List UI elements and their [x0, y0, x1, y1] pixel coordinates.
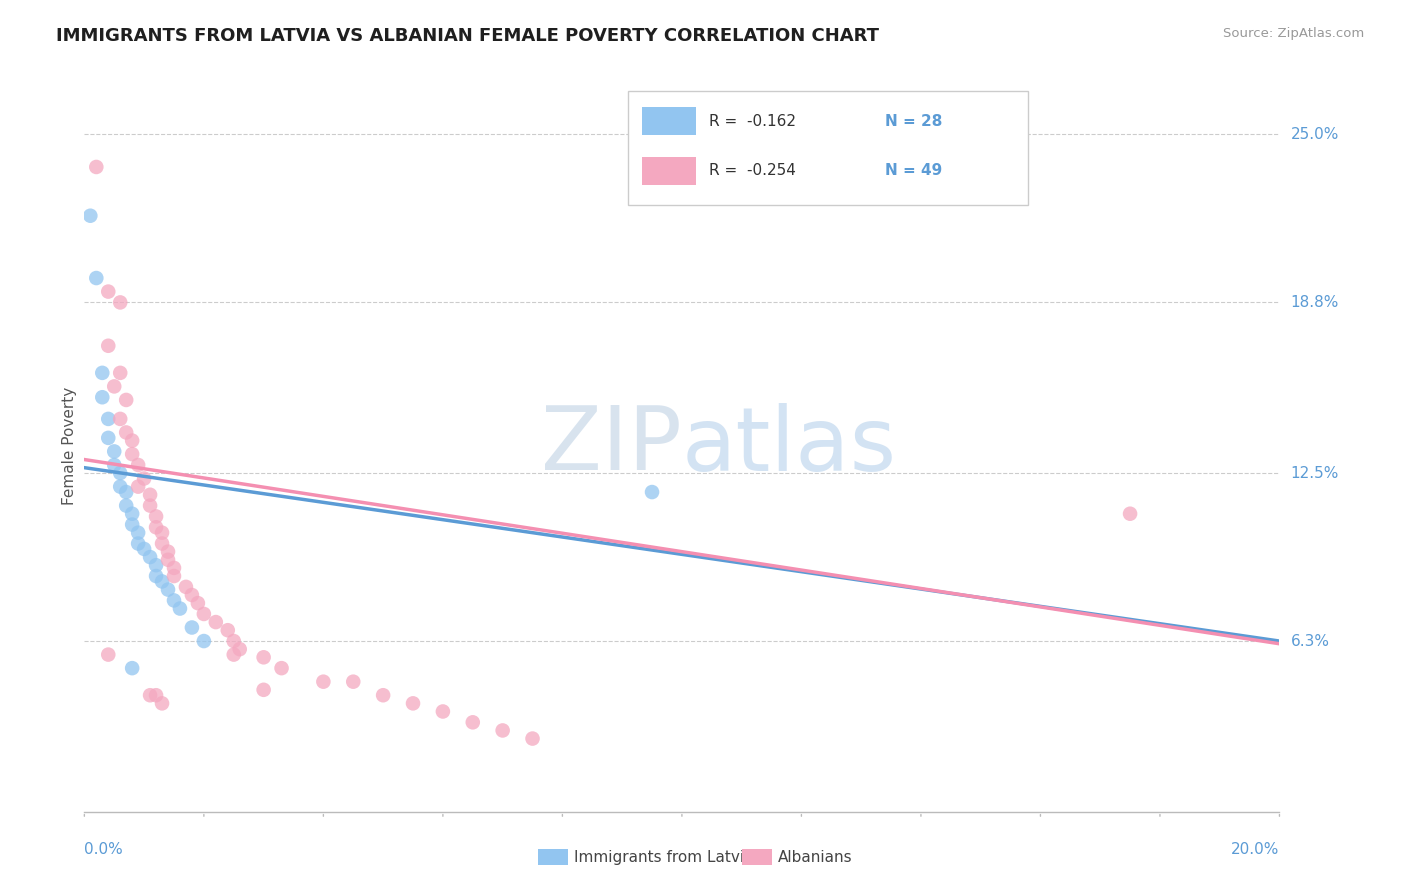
Point — [145, 569, 167, 583]
Text: ZIP: ZIP — [541, 402, 682, 490]
Point — [127, 536, 149, 550]
Point — [139, 550, 162, 565]
Point — [193, 634, 215, 648]
Point — [270, 661, 292, 675]
Point — [187, 596, 209, 610]
Point — [121, 434, 143, 448]
Point — [217, 624, 239, 638]
Text: 12.5%: 12.5% — [1291, 466, 1339, 481]
Point — [97, 431, 120, 445]
Text: R =  -0.254: R = -0.254 — [710, 163, 796, 178]
FancyBboxPatch shape — [538, 849, 568, 865]
Text: 25.0%: 25.0% — [1291, 127, 1339, 142]
Point — [139, 688, 162, 702]
Text: IMMIGRANTS FROM LATVIA VS ALBANIAN FEMALE POVERTY CORRELATION CHART: IMMIGRANTS FROM LATVIA VS ALBANIAN FEMAL… — [56, 27, 879, 45]
Point — [169, 601, 191, 615]
FancyBboxPatch shape — [643, 107, 696, 136]
Point — [110, 366, 132, 380]
Point — [373, 688, 395, 702]
Point — [181, 588, 204, 602]
Point — [115, 499, 138, 513]
Point — [97, 285, 120, 299]
Point — [522, 731, 544, 746]
Point — [103, 379, 125, 393]
Point — [163, 569, 186, 583]
Point — [163, 593, 186, 607]
Point — [157, 582, 180, 597]
Point — [132, 541, 156, 556]
Text: N = 49: N = 49 — [886, 163, 942, 178]
Point — [157, 553, 180, 567]
Point — [145, 688, 167, 702]
Point — [228, 642, 252, 657]
Point — [145, 558, 167, 573]
Point — [139, 488, 162, 502]
FancyBboxPatch shape — [628, 91, 1029, 204]
Point — [121, 447, 143, 461]
Text: Immigrants from Latvia: Immigrants from Latvia — [575, 849, 754, 864]
Point — [163, 561, 186, 575]
Text: 0.0%: 0.0% — [84, 842, 124, 857]
Text: R =  -0.162: R = -0.162 — [710, 114, 796, 128]
Point — [103, 458, 125, 472]
Point — [641, 485, 664, 500]
Point — [115, 425, 138, 440]
Point — [115, 485, 138, 500]
Point — [115, 392, 138, 407]
Point — [127, 480, 149, 494]
Text: atlas: atlas — [682, 402, 897, 490]
Point — [342, 674, 364, 689]
Point — [432, 705, 454, 719]
Point — [312, 674, 335, 689]
Text: Albanians: Albanians — [778, 849, 852, 864]
Point — [253, 682, 276, 697]
Point — [139, 499, 162, 513]
Point — [97, 412, 120, 426]
Point — [91, 390, 114, 404]
Point — [110, 466, 132, 480]
Point — [492, 723, 515, 738]
Point — [205, 615, 228, 629]
Point — [86, 160, 108, 174]
FancyBboxPatch shape — [643, 157, 696, 185]
Point — [253, 650, 276, 665]
Point — [402, 697, 425, 711]
Point — [86, 271, 108, 285]
Point — [222, 634, 245, 648]
Point — [181, 620, 204, 634]
Point — [150, 525, 173, 540]
Point — [127, 525, 149, 540]
Text: Source: ZipAtlas.com: Source: ZipAtlas.com — [1223, 27, 1364, 40]
Point — [1119, 507, 1142, 521]
Point — [145, 520, 167, 534]
Point — [145, 509, 167, 524]
Point — [121, 517, 143, 532]
Point — [103, 444, 125, 458]
Point — [121, 507, 143, 521]
Point — [193, 607, 215, 621]
Point — [110, 295, 132, 310]
Point — [97, 648, 120, 662]
Point — [132, 471, 156, 485]
Point — [127, 458, 149, 472]
Point — [150, 697, 173, 711]
Point — [110, 412, 132, 426]
Point — [150, 574, 173, 589]
Point — [121, 661, 143, 675]
Point — [97, 339, 120, 353]
Point — [222, 648, 245, 662]
Point — [157, 544, 180, 558]
Text: 6.3%: 6.3% — [1291, 633, 1330, 648]
Text: 20.0%: 20.0% — [1232, 842, 1279, 857]
FancyBboxPatch shape — [742, 849, 772, 865]
Point — [461, 715, 484, 730]
Text: 18.8%: 18.8% — [1291, 295, 1339, 310]
Point — [174, 580, 197, 594]
Point — [79, 209, 101, 223]
Text: N = 28: N = 28 — [886, 114, 942, 128]
Y-axis label: Female Poverty: Female Poverty — [62, 387, 77, 505]
Point — [150, 536, 173, 550]
Point — [91, 366, 114, 380]
Point — [110, 480, 132, 494]
